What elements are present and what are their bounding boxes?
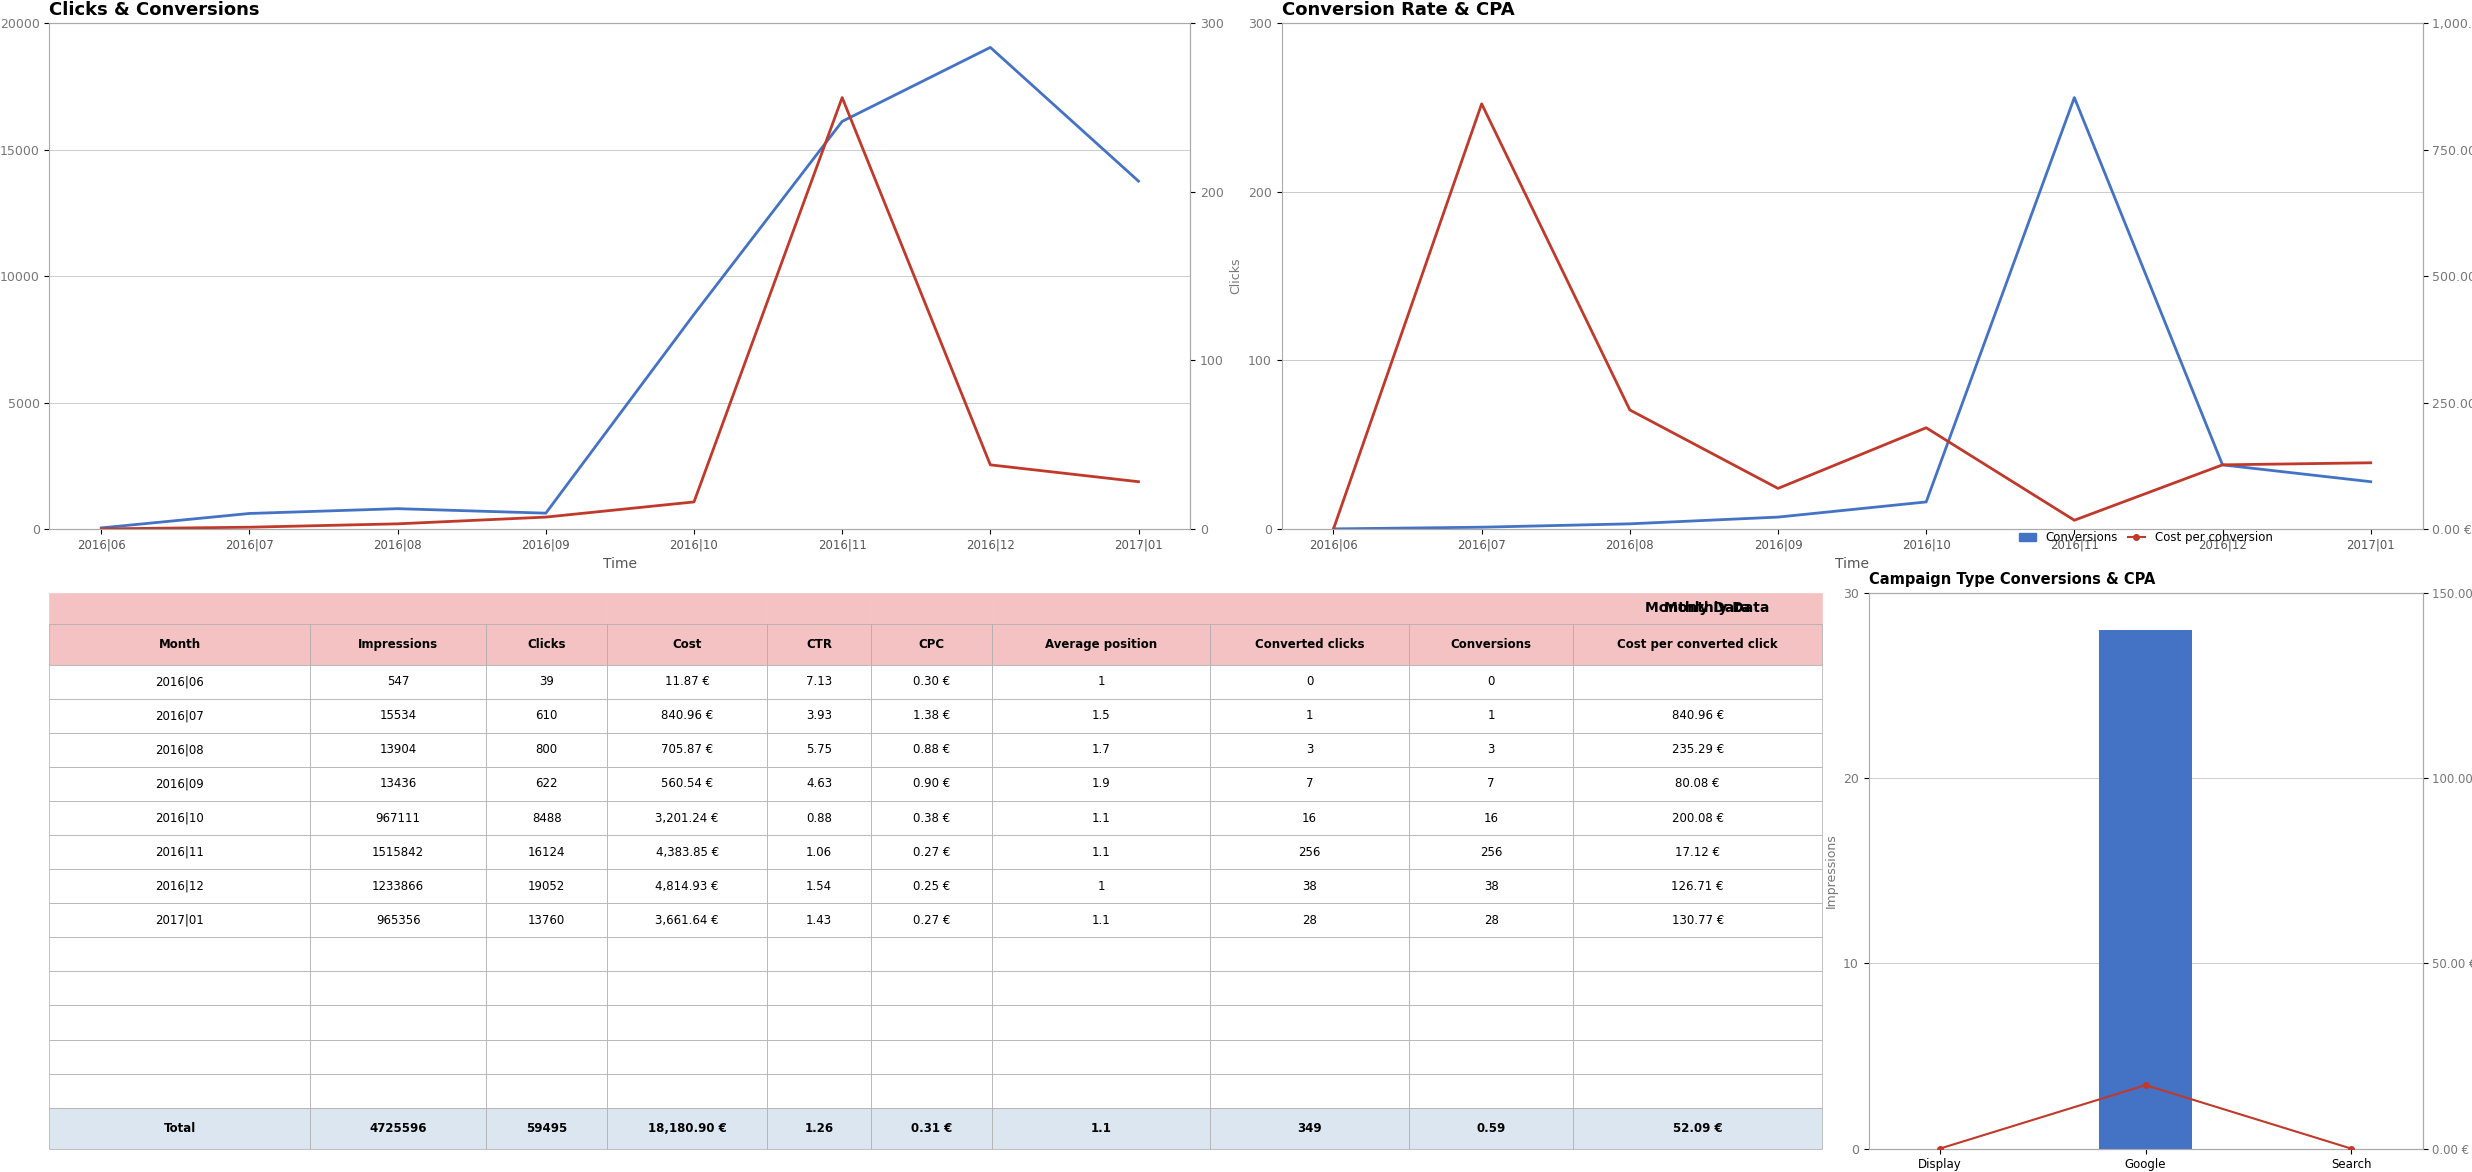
Cost per conversion [2336,1142,2366,1156]
X-axis label: Time: Time [1834,557,1869,571]
Cost per conversion [1926,1142,1955,1156]
Y-axis label: Clicks: Clicks [1229,258,1243,294]
Text: Campaign Type Conversions & CPA: Campaign Type Conversions & CPA [1869,572,2156,587]
Bar [2099,629,2193,1149]
Legend: Conversions, Cost per conversion: Conversions, Cost per conversion [2015,526,2277,548]
Text: Conversion Rate & CPA: Conversion Rate & CPA [1280,1,1515,19]
Y-axis label: Impressions: Impressions [1824,833,1837,908]
Text: Clicks & Conversions: Clicks & Conversions [49,1,260,19]
Line: Cost per conversion: Cost per conversion [1938,1082,2353,1151]
X-axis label: Time: Time [603,557,638,571]
Cost per conversion [2131,1078,2161,1092]
Text: Monthly Data: Monthly Data [1664,601,1770,615]
